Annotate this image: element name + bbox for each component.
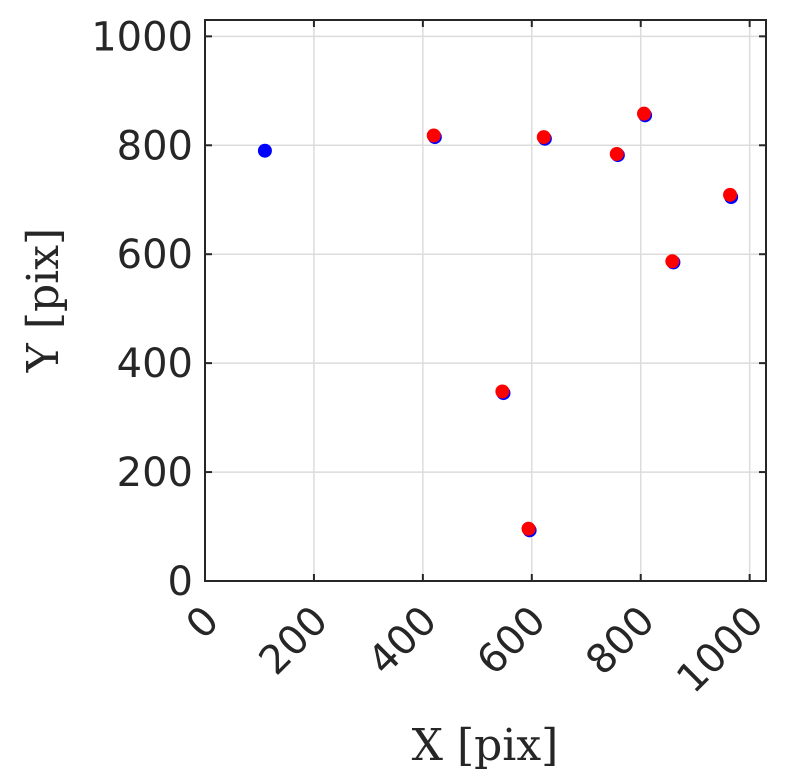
y-tick-label: 800 — [117, 123, 193, 169]
red-data-point — [723, 187, 738, 202]
blue-data-point — [257, 143, 272, 158]
red-data-point — [636, 106, 651, 121]
y-tick-label: 1000 — [91, 14, 193, 60]
red-data-point — [521, 521, 536, 536]
red-data-point — [495, 384, 510, 399]
y-tick-label: 200 — [117, 450, 193, 496]
red-data-point — [609, 146, 624, 161]
red-data-point — [536, 130, 551, 145]
x-tick-label: 200 — [250, 598, 337, 685]
x-tick-labels: 0 200 400 600 800 1000 — [178, 598, 773, 703]
x-tick-label: 600 — [468, 598, 555, 685]
x-tick-label: 1000 — [668, 598, 773, 703]
x-axis-label: X [pix] — [412, 720, 559, 771]
y-tick-label: 600 — [117, 232, 193, 278]
data-points — [257, 106, 739, 538]
axis-ticks — [204, 20, 766, 582]
y-tick-label: 0 — [168, 559, 193, 605]
x-tick-label: 0 — [178, 598, 229, 649]
red-data-point — [426, 128, 441, 143]
y-tick-labels: 0 200 400 600 800 1000 — [91, 14, 193, 605]
x-tick-label: 800 — [577, 598, 664, 685]
y-tick-label: 400 — [117, 341, 193, 387]
plot-frame — [204, 19, 767, 582]
red-data-point — [665, 254, 680, 269]
y-axis-label: Y [pix] — [18, 228, 69, 373]
x-tick-label: 400 — [359, 598, 446, 685]
grid — [205, 20, 766, 581]
